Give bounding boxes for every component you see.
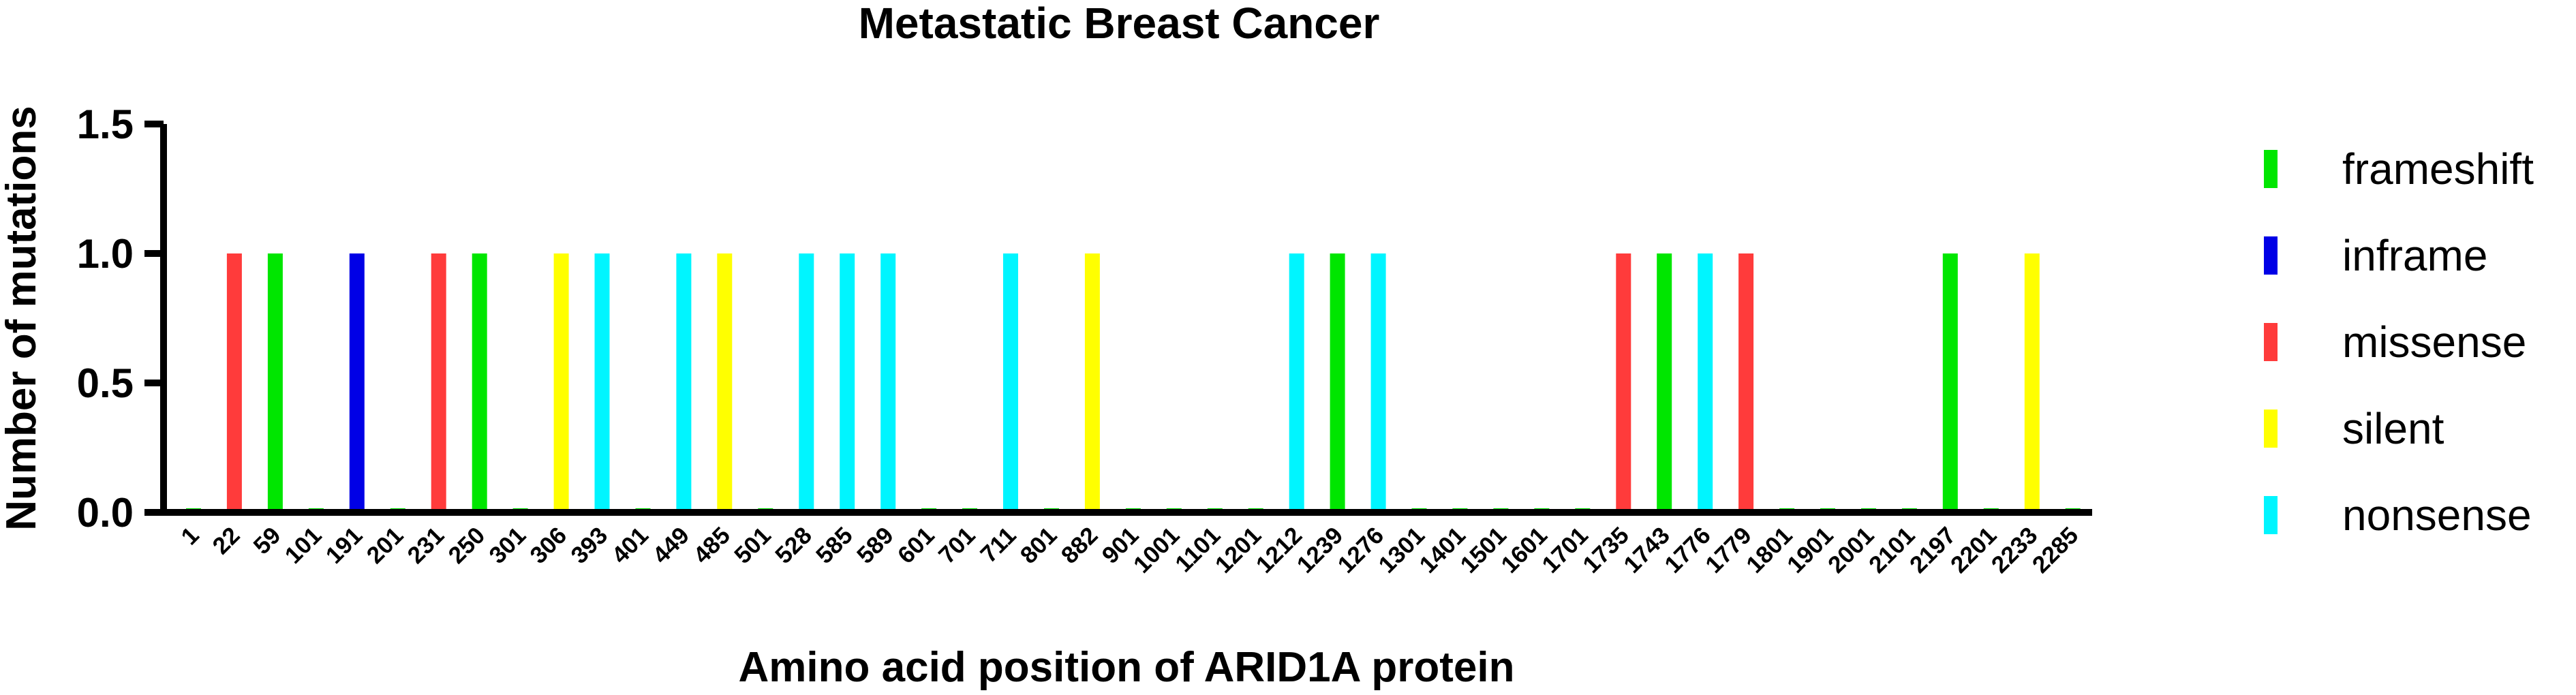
x-tick-label: 301 [484,522,531,569]
legend-item-nonsense: nonsense [2264,491,2532,540]
y-ticks-layer: 0.0 0.5 1.0 1.5 [77,102,164,536]
bar-711-nonsense [1003,253,1018,512]
x-tick-label: 601 [893,522,940,569]
bar-1776-nonsense [1698,253,1713,512]
x-axis-label: Amino acid position of ARID1A protein [739,644,1515,691]
legend-swatch-missense [2264,323,2278,361]
bar-1743-frameshift [1657,253,1672,512]
x-tick-label: 306 [525,522,572,569]
x-tick-label: 1901 [1782,522,1839,578]
x-tick-label: 585 [811,522,858,569]
x-tick-label: 485 [688,522,735,569]
legend-label-frameshift: frameshift [2342,144,2534,194]
bar-1276-nonsense [1370,253,1386,512]
bar-22-missense [226,253,242,512]
bar-585-nonsense [840,253,855,512]
x-tick-label: 401 [607,522,654,569]
legend-label-missense: missense [2342,318,2526,367]
bar-2233-silent [2024,253,2040,512]
x-tick-label: 1401 [1414,522,1471,578]
x-tick-label: 1239 [1292,522,1349,578]
x-tick-label: 191 [321,522,368,569]
x-tick-label: 1101 [1170,522,1225,577]
x-tick-label: 2197 [1905,522,1961,578]
x-tick-label: 1735 [1578,522,1634,578]
x-tick-label: 1743 [1619,522,1675,578]
x-tick-label: 2233 [1987,522,2043,578]
legend-item-silent: silent [2264,404,2444,453]
x-tick-label: 711 [975,522,1022,568]
legend-label-inframe: inframe [2342,231,2487,280]
x-tick-label: 1001 [1129,522,1185,578]
bar-485-silent [717,253,733,512]
bars-layer [186,253,2081,512]
bar-1735-missense [1616,253,1631,512]
bar-528-nonsense [799,253,814,512]
x-tick-label: 882 [1056,522,1103,569]
y-axis-label: Number of mutations [0,106,45,530]
legend-label-nonsense: nonsense [2342,491,2532,540]
x-tick-label: 1212 [1251,522,1308,578]
x-tick-label: 231 [402,522,449,569]
legend-label-silent: silent [2342,404,2444,453]
axes-layer [160,124,2092,516]
x-tick-label: 59 [248,522,286,559]
x-tick-label: 1501 [1455,522,1512,578]
bar-393-nonsense [594,253,610,512]
x-tick-label: 528 [770,522,817,569]
x-tick-label: 1701 [1537,522,1593,578]
y-tick-label: 0.0 [77,490,134,536]
bar-589-nonsense [880,253,896,512]
x-tick-label: 250 [443,522,490,569]
x-tick-label: 589 [852,522,899,569]
legend-swatch-frameshift [2264,150,2278,188]
x-tick-label: 22 [207,522,245,559]
x-tick-label: 201 [362,522,409,569]
chart-title: Metastatic Breast Cancer [859,0,1380,48]
x-tick-label: 393 [566,522,613,569]
x-tick-label: 1801 [1741,522,1798,578]
x-tick-label: 1276 [1333,522,1390,578]
legend-item-frameshift: frameshift [2264,144,2534,194]
x-tick-label: 101 [280,522,327,569]
bar-231-missense [431,253,446,512]
x-tick-label: 2101 [1864,522,1920,578]
bar-59-frameshift [267,253,283,512]
y-tick-label: 0.5 [77,360,134,406]
bar-306-silent [553,253,569,512]
x-ticks-layer: 1 22 5910119120123125030130639340144948550… [176,522,2083,578]
x-tick-label: 1201 [1210,522,1267,578]
x-tick-label: 501 [729,522,776,569]
legend-swatch-silent [2264,410,2278,448]
x-tick-label: 1776 [1659,522,1716,578]
legend-swatch-nonsense [2264,496,2278,534]
bar-2197-frameshift [1942,253,1958,512]
bar-1212-nonsense [1289,253,1304,512]
legend: frameshift inframe missense silent nonsense [2264,144,2534,540]
y-tick-label: 1.5 [77,102,134,147]
x-tick-label: 701 [934,522,981,569]
bar-882-silent [1084,253,1100,512]
x-tick-label: 449 [647,522,694,569]
bar-449-nonsense [676,253,692,512]
legend-item-inframe: inframe [2264,231,2487,280]
x-tick-label: 2201 [1946,522,2002,578]
bar-1779-missense [1738,253,1754,512]
legend-item-missense: missense [2264,318,2526,367]
x-tick-label: 2285 [2027,522,2084,578]
bar-191-inframe [349,253,365,512]
x-tick-label: 1 [176,522,204,550]
bar-250-frameshift [472,253,487,512]
x-tick-label: 801 [1015,522,1062,569]
bar-1239-frameshift [1330,253,1345,512]
x-tick-label: 2001 [1823,522,1880,578]
y-tick-label: 1.0 [77,231,134,277]
x-tick-label: 1601 [1496,522,1552,578]
x-tick-label: 1779 [1700,522,1757,578]
legend-swatch-inframe [2264,236,2278,275]
x-tick-label: 1301 [1374,522,1430,578]
